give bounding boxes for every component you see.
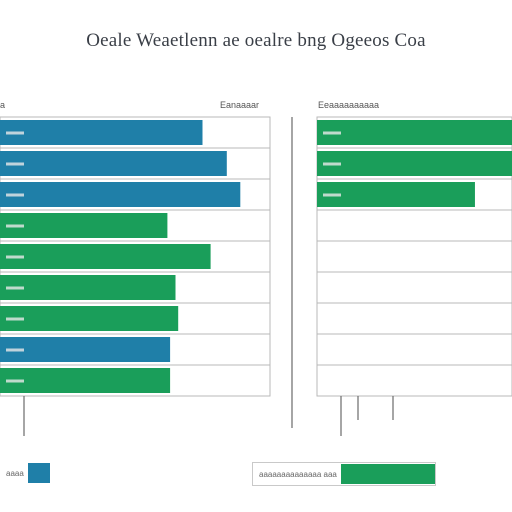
bar-label-mark-left-7 [6,348,24,352]
legend-label-blue: aaaa [6,468,24,478]
bar-left-8 [0,368,171,393]
bar-right-0 [317,120,512,145]
legend-label-green: aaaaaaaaaaaaaa aaa [259,469,337,479]
bar-left-1 [0,151,227,176]
chart-title: Oeale Weaetlenn ae oealre bng Ogeeos Coa [86,30,426,51]
bar-left-4 [0,244,211,269]
bar-label-mark-left-6 [6,317,24,321]
bar-label-mark-left-5 [6,286,24,290]
bar-left-2 [0,182,241,207]
panel-frame-right [316,116,512,397]
bar-label-mark-left-2 [6,193,24,197]
bar-right-2 [317,182,475,207]
right-panel-label: Eeaaaaaaaaaa [318,100,380,110]
bar-left-6 [0,306,179,331]
bar-label-mark-right-2 [323,193,341,197]
left-panel-right-label: Eanaaaar [220,100,260,110]
bar-left-3 [0,213,168,238]
bar-left-7 [0,337,171,362]
bar-left-5 [0,275,176,300]
bar-left-0 [0,120,203,145]
bar-label-mark-left-4 [6,255,24,259]
bar-label-mark-right-1 [323,162,341,166]
bar-label-mark-left-8 [6,379,24,383]
bar-label-mark-left-3 [6,224,24,228]
legend-item-blue: aaaa [2,462,50,484]
bar-right-1 [317,151,512,176]
left-panel-label: a [0,100,6,110]
bar-label-mark-left-1 [6,162,24,166]
legend-item-green: aaaaaaaaaaaaaa aaa [252,462,436,486]
bar-label-mark-left-0 [6,131,24,135]
bar-label-mark-right-0 [323,131,341,135]
legend-swatch-green [340,464,435,484]
legend-swatch-blue [27,463,50,483]
panel-frame-left [0,116,271,397]
